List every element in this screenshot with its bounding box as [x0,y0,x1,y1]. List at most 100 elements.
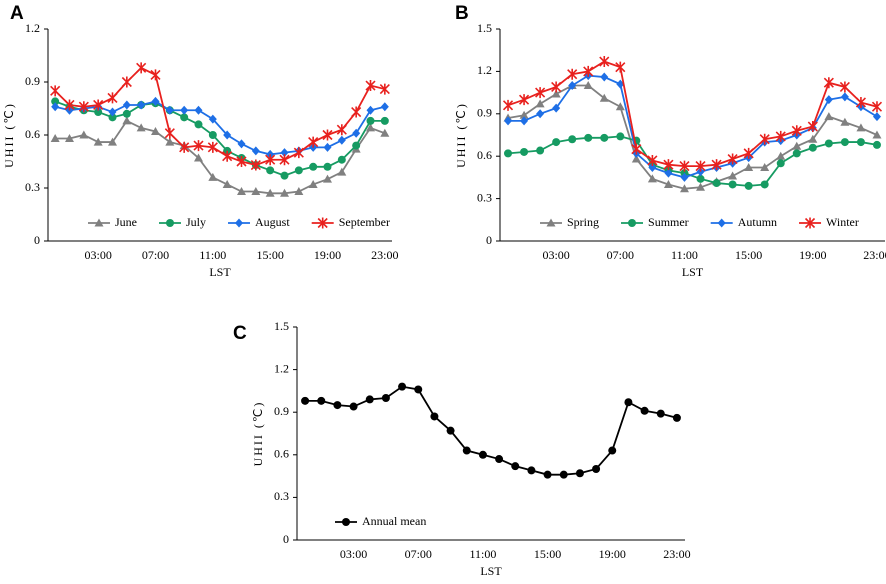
data-point [237,139,246,149]
legend-label: August [255,215,290,229]
y-tick-label: 1.2 [477,63,492,77]
data-point [308,179,318,188]
data-point [78,101,89,113]
data-point [728,171,738,180]
data-point [568,135,577,144]
y-tick-label: 0.9 [477,106,492,120]
data-point [194,120,203,129]
data-point [251,146,260,156]
data-point [647,174,657,183]
y-tick-label: 0.9 [25,74,40,88]
series-line [305,385,678,476]
data-point [568,81,577,91]
data-point [337,155,346,164]
data-point [759,133,770,145]
data-point [150,69,161,81]
data-point [567,68,578,80]
data-point [323,162,332,171]
data-point [180,105,189,115]
data-point [520,116,529,126]
data-point [222,179,232,188]
data-point [824,95,833,105]
data-point [600,133,609,142]
x-tick-label: 11:00 [469,547,496,561]
x-tick-label: 11:00 [671,248,698,262]
series-line [54,100,386,156]
data-point [365,395,374,404]
data-point [631,143,642,155]
y-tick-label: 1.5 [274,319,289,333]
data-point [50,134,60,143]
data-point [279,154,290,166]
data-point [608,446,617,455]
data-point [631,154,641,163]
x-tick-label: 15:00 [534,547,561,561]
data-point [351,106,362,118]
data-point [823,77,834,89]
data-point [551,89,561,98]
data-point [337,167,347,176]
data-point [504,149,513,158]
data-point [194,153,203,162]
data-point [760,163,770,172]
data-point [615,102,625,111]
data-point [728,180,737,189]
x-tick-label: 07:00 [607,248,634,262]
data-point [398,382,407,391]
data-point [208,172,218,181]
legend-marker [628,219,637,227]
y-axis-label: UHII (℃) [2,102,16,168]
data-point [839,81,850,93]
data-point [840,117,850,126]
data-point [672,413,681,422]
data-point [294,187,304,196]
data-point [380,116,389,125]
legend-marker [717,218,726,228]
data-point [663,179,673,188]
x-tick-label: 07:00 [142,248,169,262]
data-point [495,455,504,464]
data-point [744,163,754,172]
x-tick-label: 15:00 [256,248,283,262]
x-axis-label: LST [480,564,502,578]
data-point [236,156,247,167]
data-point [293,147,304,159]
data-point [511,462,520,471]
x-tick-label: 23:00 [863,248,886,262]
data-point [414,385,423,394]
data-point [664,168,673,178]
data-point [840,138,849,147]
legend-label: Annual mean [362,514,426,528]
data-point [51,97,60,106]
x-tick-label: 03:00 [340,547,367,561]
data-point [381,394,390,402]
y-tick-label: 0.6 [25,127,40,141]
data-point [696,167,705,177]
x-axis-label: LST [209,265,231,279]
data-point [379,83,390,95]
data-point [107,92,118,104]
data-point [696,174,705,183]
data-point [336,124,347,136]
data-point [322,129,333,141]
data-point [791,125,802,137]
data-point [237,187,246,196]
data-point [478,450,487,459]
data-point [266,166,275,175]
data-point [349,402,358,411]
panel-label: B [455,3,469,24]
data-point [79,130,89,139]
data-point [679,160,690,172]
data-point [352,128,361,138]
legend-label: Summer [648,215,689,229]
data-point [323,174,332,183]
data-point [663,159,674,171]
data-point [50,85,61,97]
legend-label: June [115,215,137,229]
y-tick-label: 0 [34,233,40,247]
series-line [54,100,385,177]
x-tick-label: 19:00 [599,547,626,561]
legend-marker [317,217,328,229]
data-point [250,159,261,171]
data-point [93,99,104,111]
